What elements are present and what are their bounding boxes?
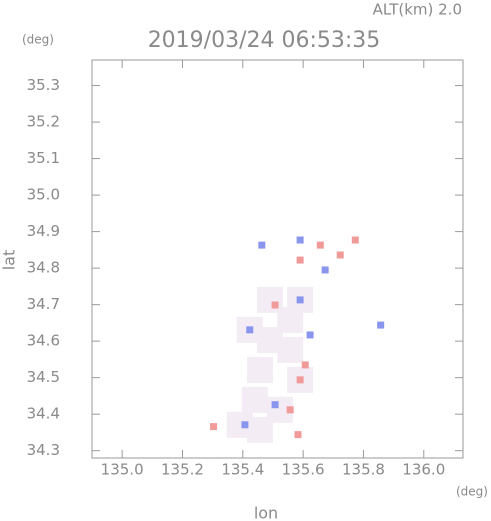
altitude-label: ALT(km) 2.0: [373, 1, 462, 19]
x-tick-label: 135.8: [342, 461, 385, 479]
echo-cell: [294, 431, 302, 439]
x-tick-label: 135.4: [221, 461, 264, 479]
echo-cell: [321, 266, 329, 274]
echo-cell: [271, 301, 279, 309]
x-axis-label: lon: [254, 504, 278, 521]
echo-cell: [296, 376, 304, 384]
y-tick-label: 34.6: [27, 332, 60, 350]
y-tick-label: 35.2: [27, 113, 60, 131]
y-tick-label: 34.8: [27, 259, 60, 277]
echo-cell: [301, 361, 309, 369]
echo-cell: [256, 286, 283, 313]
echo-cell: [210, 423, 218, 431]
chart-title: 2019/03/24 06:53:35: [148, 28, 381, 53]
y-tick-label: 34.4: [27, 405, 60, 423]
echo-cell: [296, 296, 304, 304]
echo-cell: [271, 401, 279, 409]
x-tick-label: 135.6: [282, 461, 325, 479]
x-tick-label: 135.2: [161, 461, 204, 479]
y-tick-label: 34.9: [27, 222, 60, 240]
echo-cell: [247, 357, 274, 384]
x-tick-label: 135.0: [101, 461, 144, 479]
echo-cell: [258, 241, 266, 249]
x-unit: (deg): [456, 485, 488, 499]
echo-cell: [336, 251, 344, 259]
y-tick-label: 34.7: [27, 295, 60, 313]
y-tick-label: 34.3: [27, 441, 60, 459]
y-unit: (deg): [22, 33, 54, 47]
echo-cell: [351, 236, 359, 244]
echo-cell: [241, 386, 268, 413]
echo-cell: [296, 236, 304, 244]
echo-cell: [241, 421, 249, 429]
x-tick-label: 136.0: [402, 461, 445, 479]
echo-cell: [247, 416, 274, 443]
y-tick-label: 34.5: [27, 368, 60, 386]
echo-cell: [246, 326, 254, 334]
echo-cell: [377, 321, 385, 329]
echo-cell: [296, 256, 304, 264]
echo-cell: [316, 241, 324, 249]
echo-cell: [286, 406, 294, 414]
y-axis-label: lat: [0, 250, 19, 271]
y-tick-label: 35.0: [27, 186, 60, 204]
echo-cell: [306, 331, 314, 339]
plot-frame: [91, 59, 464, 459]
echo-cell: [277, 336, 304, 363]
y-tick-label: 35.3: [27, 76, 60, 94]
y-tick-label: 35.1: [27, 149, 60, 167]
